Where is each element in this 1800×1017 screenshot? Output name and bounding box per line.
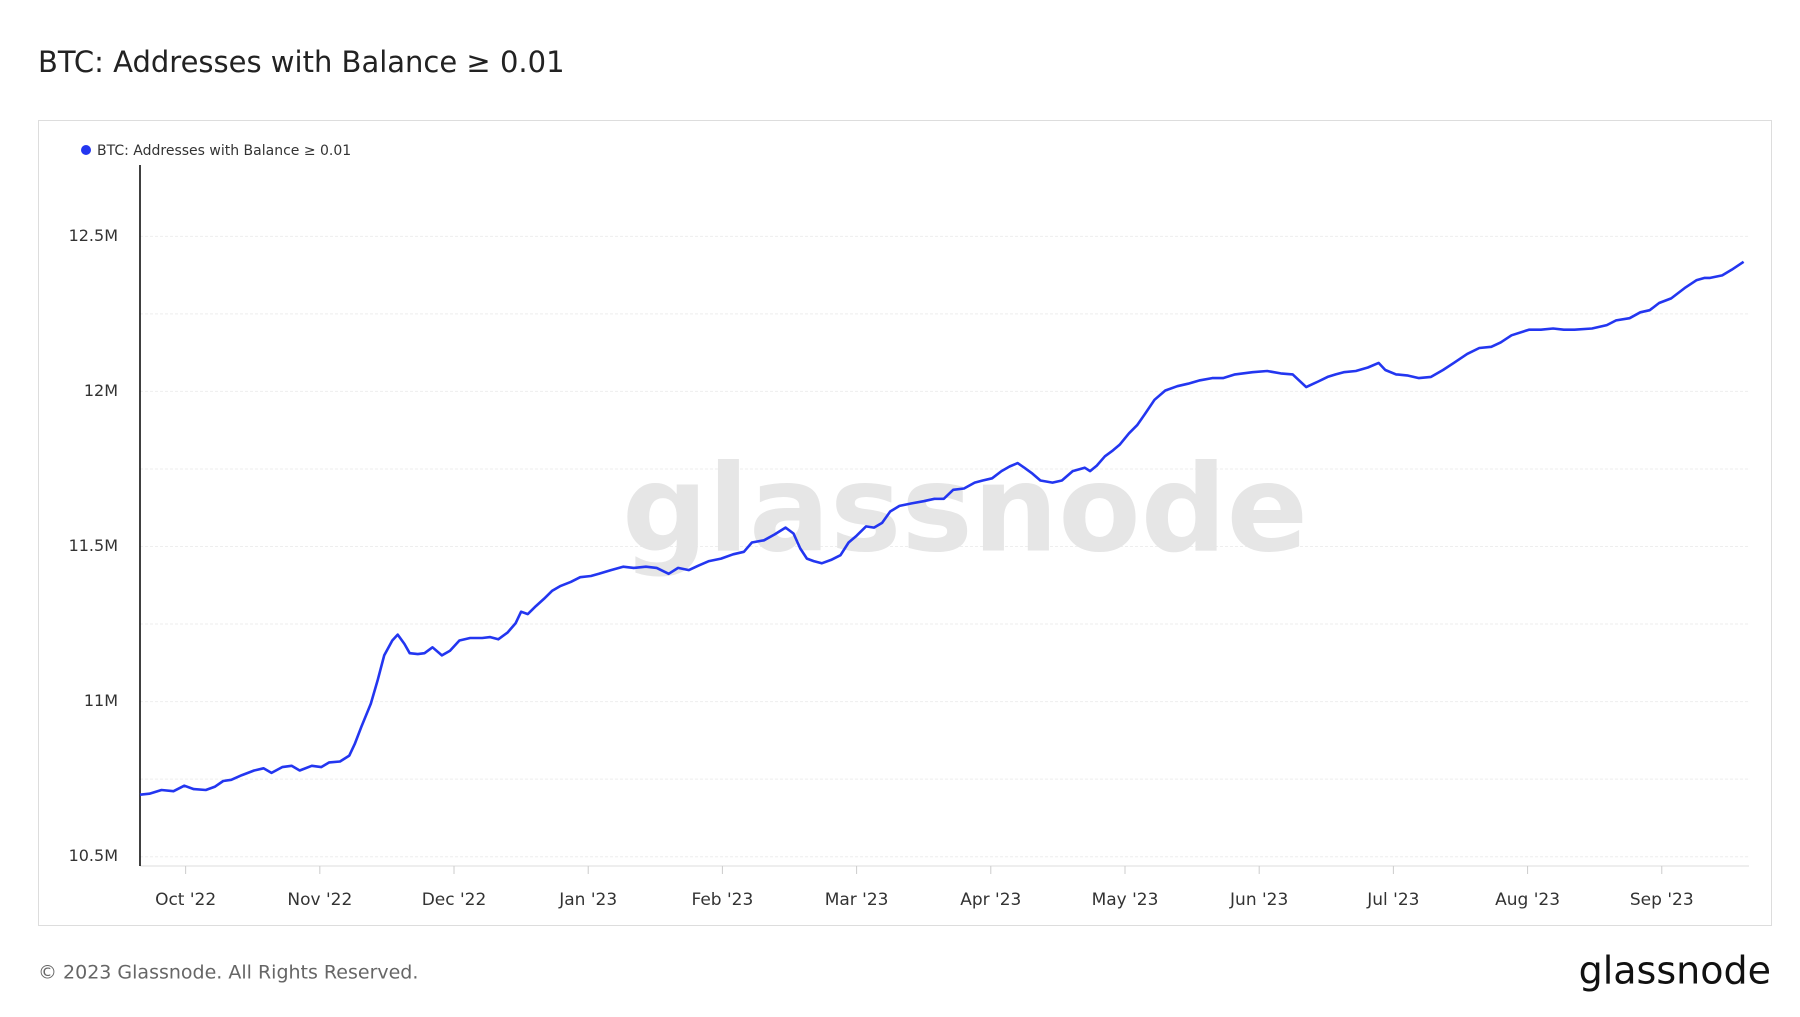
x-tick-label: Oct '22 — [155, 890, 216, 910]
legend-label[interactable]: BTC: Addresses with Balance ≥ 0.01 — [97, 143, 351, 159]
x-tick-label: Nov '22 — [287, 890, 352, 910]
watermark: glassnode — [622, 441, 1308, 580]
x-tick-label: Aug '23 — [1495, 890, 1560, 910]
logo: glassnode — [1579, 949, 1771, 993]
chart-title: BTC: Addresses with Balance ≥ 0.01 — [38, 45, 565, 79]
x-tick-label: May '23 — [1092, 890, 1159, 910]
y-tick-label: 10.5M — [69, 846, 118, 865]
x-tick-label: Dec '22 — [422, 890, 487, 910]
x-tick-label: Feb '23 — [692, 890, 754, 910]
x-tick-label: Apr '23 — [960, 890, 1021, 910]
y-tick-label: 12M — [84, 381, 118, 400]
x-tick-label: Jul '23 — [1366, 890, 1419, 910]
legend-marker — [81, 145, 91, 155]
y-tick-label: 11M — [84, 691, 118, 710]
x-tick-label: Jun '23 — [1229, 890, 1288, 910]
x-tick-label: Mar '23 — [825, 890, 889, 910]
series-line — [139, 260, 1745, 796]
x-tick-label: Jan '23 — [558, 890, 617, 910]
y-tick-label: 11.5M — [69, 536, 118, 555]
y-tick-label: 12.5M — [69, 226, 118, 245]
copyright: © 2023 Glassnode. All Rights Reserved. — [38, 962, 418, 984]
x-tick-label: Sep '23 — [1630, 890, 1694, 910]
chart-frame — [38, 120, 1772, 926]
